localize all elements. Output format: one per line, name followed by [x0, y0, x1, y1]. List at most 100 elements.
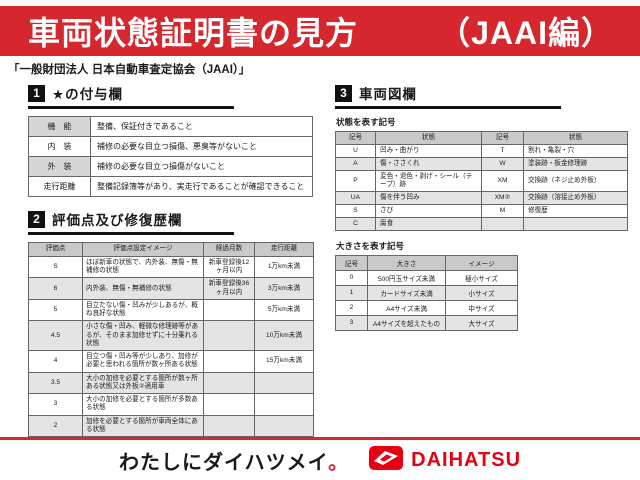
size-image: 小サイズ	[445, 284, 518, 301]
section3-title: 車両図欄	[359, 87, 417, 102]
grade-months	[203, 298, 255, 322]
grade-months	[203, 414, 255, 437]
condition: 傷・ささくれ	[375, 157, 482, 171]
grade-score: 3	[28, 393, 83, 416]
grade-desc: 加修を必要とする箇所が車両全体にある状態	[82, 414, 204, 437]
grade-mileage: 10万km未満	[254, 320, 314, 352]
size-image: 中サイズ	[445, 299, 518, 316]
symbol: XM	[481, 170, 524, 192]
condition	[523, 216, 628, 231]
grade-months	[203, 371, 255, 395]
criteria-text: 補修の必要な目立つ損傷がないこと	[90, 156, 313, 177]
grade-score: 5	[28, 298, 83, 322]
left-column: 1 ★の付与欄 機 能 整備、保証付きであること 内 装 補修の必要な目立つ損傷…	[28, 83, 331, 480]
symbol: C	[335, 216, 376, 231]
section1-header: 1 ★の付与欄	[28, 83, 234, 109]
table-header-row: 記号 状態 記号 状態	[335, 131, 628, 145]
grade-months	[203, 320, 255, 352]
slogan-period: 。	[328, 451, 350, 474]
col-header: 記号	[335, 131, 376, 145]
table-row: 4.5 小さな傷・凹み、軽微な修理跡等があるが、そのまま加修せずに十分乗れる状態…	[28, 320, 314, 352]
symbol: P	[335, 170, 376, 192]
grade-mileage	[254, 414, 314, 437]
section3-number-badge: 3	[335, 84, 352, 102]
grade-desc: 小さな傷・凹み、軽微な修理跡等があるが、そのまま加修せずに十分乗れる状態	[82, 320, 204, 352]
size-desc: 500円玉サイズ未満	[367, 269, 446, 286]
table-row: 4 目立つ傷・凹み等が少しあり、加修が必要と思われる箇所が数ヶ所ある状態 15万…	[28, 350, 314, 373]
brand-name: DAIHATSU	[411, 448, 522, 471]
condition-symbols-table: 記号 状態 記号 状態 U 凹み・曲がり T 割れ・亀裂・穴 A 傷・ささくれ …	[335, 131, 628, 231]
grade-score: 4	[28, 350, 83, 373]
condition-symbols-caption: 状態を表す記号	[336, 117, 396, 127]
size-image: 大サイズ	[445, 314, 518, 331]
grade-score: 3.5	[28, 371, 83, 395]
condition: 傷を伴う凹み	[375, 190, 482, 205]
star-criteria-table: 機 能 整備、保証付きであること 内 装 補修の必要な目立つ損傷、悪臭等がないこ…	[28, 116, 313, 197]
table-row: 2 加修を必要とする箇所が車両全体にある状態	[28, 414, 314, 437]
table-row: 2 A4サイズ未満 中サイズ	[335, 299, 518, 316]
symbol: 1	[335, 284, 368, 301]
table-row: 3 A4サイズを超えたもの 大サイズ	[335, 314, 518, 331]
section2-header: 2 評価点及び修復歴欄	[28, 209, 234, 235]
col-header: 状態	[375, 131, 482, 145]
table-row: 5 目立たない傷・凹みが少しあるが、概ね良好な状態 5万km未満	[28, 298, 314, 322]
grade-mileage	[254, 393, 314, 416]
symbol: W	[481, 157, 524, 171]
table-row: S さび M 修復歴	[335, 203, 628, 218]
col-header: 記号	[335, 254, 368, 271]
title-banner: 車両状態証明書の見方 （JAAI編）	[0, 6, 640, 56]
table-header-row: 記号 大きさ イメージ	[335, 254, 518, 271]
criteria-text: 補修の必要な目立つ損傷、悪臭等がないこと	[90, 136, 313, 157]
symbol: 0	[335, 269, 368, 286]
size-desc: A4サイズ未満	[367, 299, 446, 316]
criteria-text: 整備記録簿等があり、実走行であることが確認できること	[90, 176, 313, 197]
size-desc: A4サイズを超えたもの	[367, 314, 446, 331]
condition: 塗装跡・板金修理跡	[523, 157, 628, 171]
grade-desc: 目立つ傷・凹み等が少しあり、加修が必要と思われる箇所が数ヶ所ある状態	[82, 350, 204, 373]
size-image: 極小サイズ	[445, 269, 518, 286]
table-row: 外 装 補修の必要な目立つ損傷がないこと	[28, 156, 313, 177]
grade-mileage: 5万km未満	[254, 298, 314, 322]
symbol: 2	[335, 299, 368, 316]
col-header: 評価点	[28, 242, 83, 257]
table-row: S ほぼ新車の状態で、内外装、無傷・無補修の状態 新車登録後12ヶ月以内 1万k…	[28, 255, 314, 279]
grade-mileage: 15万km未満	[254, 350, 314, 373]
grade-mileage	[254, 371, 314, 395]
section2-title: 評価点及び修復歴欄	[52, 213, 183, 228]
grade-desc: 目立たない傷・凹みが少しあるが、概ね良好な状態	[82, 298, 204, 322]
table-row: P 変色・退色・剥げ・シール（テープ）跡 XM 交換跡（ネジ止め外板）	[335, 170, 628, 192]
col-header: 評価点設定イメージ	[82, 242, 204, 257]
daihatsu-d-arrow-icon	[369, 445, 404, 475]
table-row: 1 カードサイズ未満 小サイズ	[335, 284, 518, 301]
grade-score: S	[28, 255, 83, 279]
col-header: イメージ	[445, 254, 518, 271]
table-row: U 凹み・曲がり T 割れ・亀裂・穴	[335, 144, 628, 158]
criteria-label: 内 装	[28, 136, 91, 157]
col-header: 記号	[481, 131, 524, 145]
symbol: U	[335, 144, 376, 158]
col-header: 走行距離	[254, 242, 314, 257]
page-title-suffix: （JAAI編）	[438, 15, 614, 51]
grade-desc: 大小の加修を必要とする箇所が数ヶ所ある状態又は外板②適用車	[82, 371, 204, 395]
content: 1 ★の付与欄 機 能 整備、保証付きであること 内 装 補修の必要な目立つ損傷…	[0, 79, 640, 480]
table-row: 3.5 大小の加修を必要とする箇所が数ヶ所ある状態又は外板②適用車	[28, 371, 314, 395]
size-symbols-caption: 大きさを表す記号	[336, 240, 405, 251]
table-row: 内 装 補修の必要な目立つ損傷、悪臭等がないこと	[28, 136, 313, 157]
size-symbols-table: 記号 大きさ イメージ 0 500円玉サイズ未満 極小サイズ 1 カードサイズ未…	[335, 254, 518, 331]
symbol: UA	[335, 190, 376, 205]
table-row: 6 内外装、無傷・無補修の状態 新車登録後36ヶ月以内 3万km未満	[28, 277, 314, 300]
grade-score: 6	[28, 277, 83, 300]
page-title: 車両状態証明書の見方	[28, 15, 359, 51]
criteria-text: 整備、保証付きであること	[90, 116, 313, 137]
condition: 交換跡（溶接止め外板）	[523, 190, 628, 205]
grade-mileage: 3万km未満	[254, 277, 314, 300]
col-header: 経過月数	[203, 242, 255, 257]
grade-months	[203, 393, 255, 416]
grade-desc: ほぼ新車の状態で、内外装、無傷・無補修の状態	[82, 255, 204, 279]
daihatsu-logo: DAIHATSU	[369, 445, 522, 475]
condition: 腐食	[375, 216, 482, 231]
condition: 凹み・曲がり	[375, 144, 482, 158]
grade-desc: 内外装、無傷・無補修の状態	[82, 277, 204, 300]
section3-header: 3 車両図欄	[335, 83, 561, 109]
table-row: UA 傷を伴う凹み XM② 交換跡（溶接止め外板）	[335, 190, 628, 205]
